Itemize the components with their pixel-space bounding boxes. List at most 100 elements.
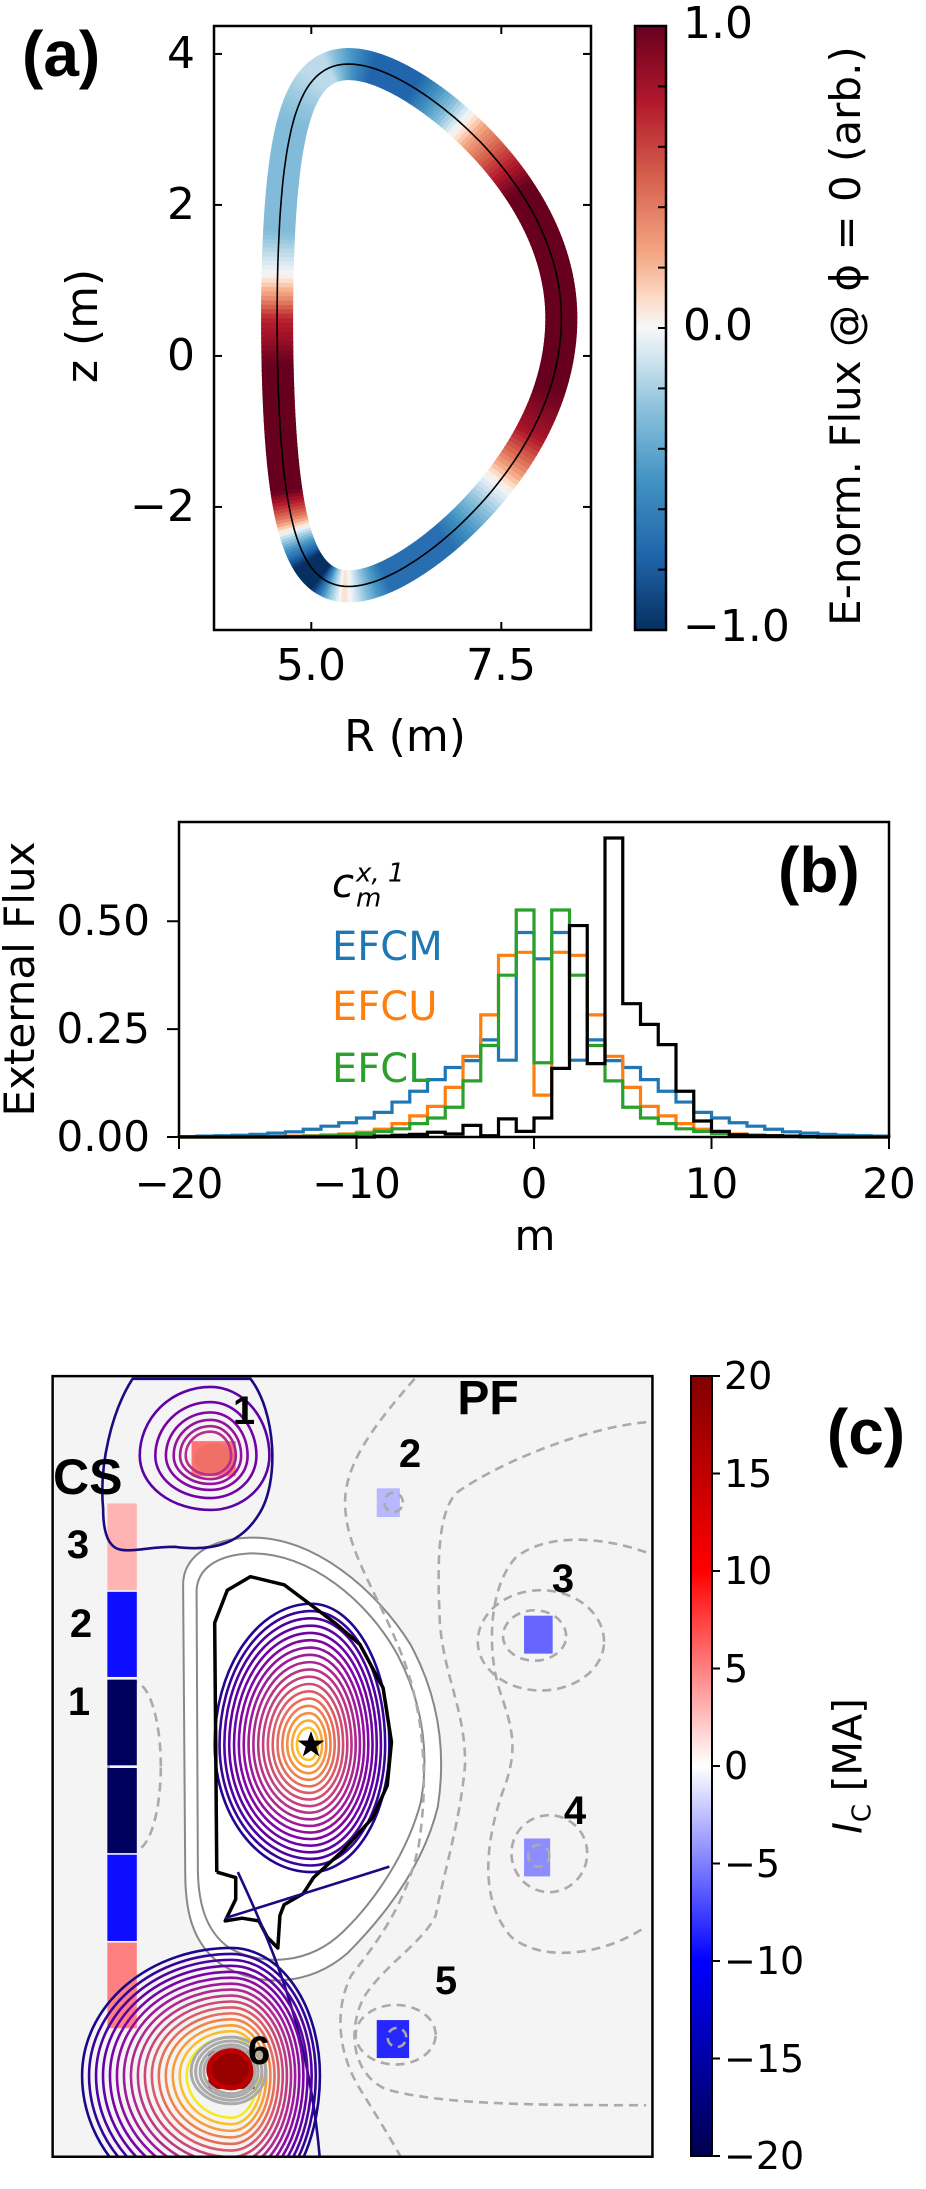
- legend-symbol: c: [332, 861, 354, 907]
- gray-flux-contour: [197, 1553, 425, 1960]
- separatrix: [215, 1577, 392, 1948]
- y-tick-label: 0.25: [56, 1004, 150, 1054]
- flux-contour: [263, 1677, 347, 1806]
- flux-contours: [82, 1379, 646, 2189]
- cs-coil: [107, 1591, 137, 1677]
- pf-coil: [376, 1488, 400, 1518]
- axis-ticks-a: [214, 26, 591, 630]
- flux-contour: [124, 1984, 295, 2177]
- pf-coil-label: 5: [434, 1959, 458, 2003]
- dashed-flux-contour: [503, 1610, 566, 1660]
- flux-contour: [174, 1420, 241, 1484]
- pf-coil-label: 6: [247, 2029, 271, 2073]
- flux-contour: [166, 1412, 248, 1490]
- y-tick-label: −2: [130, 481, 195, 532]
- x-axis-label: R (m): [344, 711, 466, 762]
- flux-contour: [268, 1684, 343, 1800]
- pf-coil: [524, 1615, 553, 1654]
- y-axis-label: z (m): [57, 268, 108, 384]
- flux-contour: [258, 1669, 351, 1812]
- dashed-flux-contour: [384, 1493, 403, 1512]
- panel-label-b: (b): [778, 834, 860, 906]
- flux-contour: [155, 1402, 256, 1498]
- pf-coil-label: 1: [232, 1389, 256, 1433]
- panel-b-plot: [167, 820, 891, 1149]
- x-tick-label: 10: [684, 1159, 739, 1208]
- cs-coil: [107, 1768, 137, 1854]
- coil-flux-core: [193, 1443, 235, 1474]
- colorbar-tick-label: 20: [724, 1354, 773, 1398]
- flux-contour: [297, 1728, 318, 1760]
- flux-ring: [261, 48, 578, 603]
- flux-contour: [173, 2025, 267, 2131]
- flux-contour: [239, 1640, 368, 1839]
- cs-coil: [107, 1679, 137, 1766]
- pf-coil-label: 4: [563, 1789, 587, 1833]
- flux-contour: [96, 1960, 312, 2189]
- colorbar-label-symbol: I: [825, 1822, 872, 1834]
- colorbar-tick-label: 10: [724, 1549, 773, 1593]
- flux-contour: [180, 2031, 262, 2124]
- flux-contour: [249, 1655, 360, 1826]
- pf-group-label: PF: [457, 1372, 519, 1425]
- flux-contour: [244, 1648, 364, 1833]
- flux-contour: [292, 1720, 322, 1766]
- flux-contour: [287, 1713, 326, 1773]
- colorbar-tick-label: 15: [724, 1451, 773, 1496]
- axis-ticks-b: [167, 920, 890, 1149]
- flux-contour: [229, 1626, 377, 1853]
- legend-entry-efcl: EFCL: [332, 1046, 431, 1092]
- axes-frame-a: [212, 24, 593, 632]
- colorbar-tick-label: −10: [724, 1939, 805, 1983]
- colorbar-ticks-a: [658, 25, 666, 631]
- flux-contour: [102, 1379, 272, 1551]
- panel-c-plot: [40, 1330, 700, 2180]
- y-tick-label: 0: [167, 330, 195, 381]
- flux-contour: [225, 1867, 389, 1918]
- colorbar-label-sub: C: [847, 1803, 878, 1823]
- coil-flux-core: [213, 2054, 250, 2084]
- flux-contour: [103, 1966, 308, 2189]
- colorbar-tick-label: −20: [724, 2134, 805, 2178]
- flux-contour: [224, 1618, 381, 1859]
- dashed-flux-contour: [478, 1590, 604, 1690]
- x-tick-label: 5.0: [276, 640, 346, 691]
- colorbar-label: E-norm. Flux @ ϕ = 0 (arb.): [821, 46, 870, 626]
- histogram-series: [177, 836, 891, 1139]
- cs-coil-label: 1: [67, 1680, 91, 1724]
- y-tick-label: 2: [167, 179, 195, 230]
- flux-contour: [131, 1990, 291, 2171]
- legend-entry-efcm: EFCM: [332, 924, 443, 970]
- x-axis-label: m: [514, 1211, 556, 1260]
- star-icon: [297, 1731, 325, 1757]
- flux-contour: [208, 2050, 252, 2089]
- colorbar-tick-label: −1.0: [683, 601, 790, 652]
- colorbar-tick-label: 0.0: [683, 300, 753, 351]
- flux-contour: [278, 1699, 335, 1787]
- flux-contour: [145, 2001, 283, 2157]
- dashed-flux-contour: [109, 1682, 161, 1850]
- legend-sup: x, 1: [356, 858, 405, 889]
- dashed-flux-contour: [511, 1815, 587, 1892]
- flux-contour: [140, 1387, 270, 1510]
- colorbar-tick-label: 0: [724, 1744, 749, 1788]
- y-tick-label: 0.00: [56, 1112, 150, 1161]
- y-axis-label: External Flux: [0, 841, 44, 1117]
- flux-contour: [253, 1662, 355, 1819]
- legend-sub: m: [356, 883, 382, 913]
- colorbar-tick-label: −15: [724, 2036, 805, 2081]
- flux-contour: [186, 1432, 231, 1475]
- pf-coil-label: 3: [551, 1557, 575, 1601]
- y-tick-label: 0.50: [56, 896, 150, 946]
- cs-coil: [107, 1854, 137, 1941]
- flux-contour: [196, 2041, 262, 2100]
- x-tick-label: 20: [862, 1159, 916, 1208]
- cs-group-label: CS: [53, 1449, 123, 1505]
- flux-contour: [117, 1978, 299, 2184]
- flux-contour: [82, 1948, 320, 2189]
- flux-contour: [220, 1611, 386, 1865]
- axes-frame-c: [53, 1376, 653, 2157]
- flux-contour: [273, 1691, 339, 1793]
- flux-contour: [200, 2045, 258, 2097]
